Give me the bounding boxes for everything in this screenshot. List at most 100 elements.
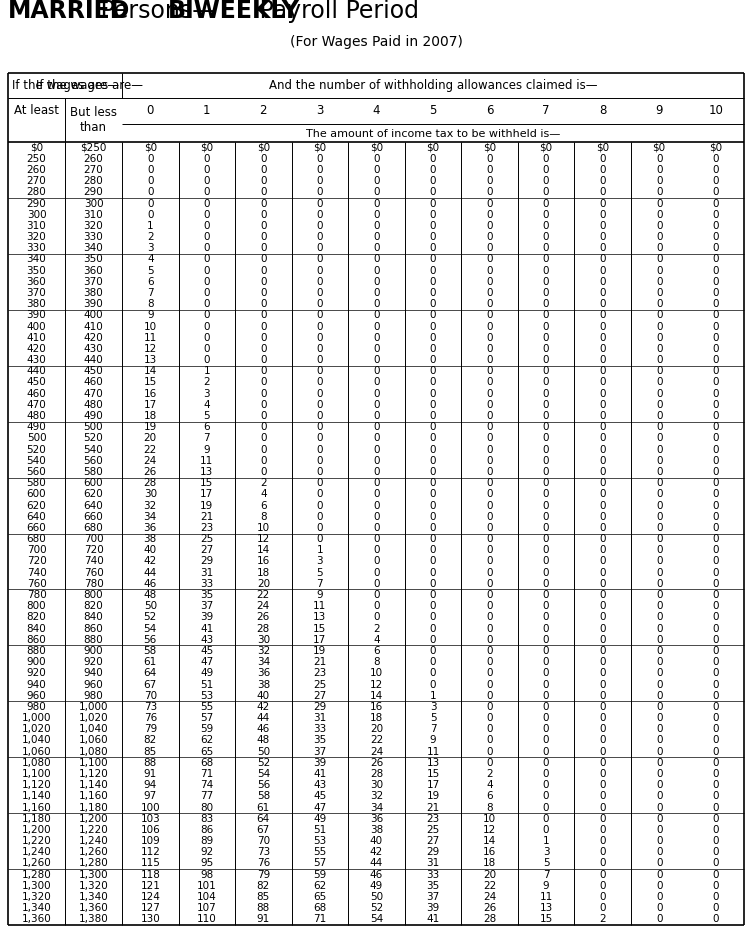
Text: 0: 0 — [373, 244, 380, 253]
Text: 7: 7 — [147, 288, 153, 298]
Text: 0: 0 — [712, 232, 719, 242]
Text: 450: 450 — [26, 378, 47, 387]
Text: 0: 0 — [543, 378, 550, 387]
Text: 62: 62 — [200, 735, 214, 745]
Text: 27: 27 — [314, 690, 326, 701]
Text: 0: 0 — [317, 411, 323, 421]
Text: 1: 1 — [429, 690, 436, 701]
Text: 740: 740 — [83, 556, 103, 566]
Text: 0: 0 — [656, 556, 663, 566]
Text: 0: 0 — [656, 500, 663, 510]
Text: 0: 0 — [487, 210, 493, 219]
Text: 0: 0 — [373, 311, 380, 320]
Text: 0: 0 — [260, 411, 267, 421]
Text: 0: 0 — [656, 746, 663, 757]
Text: 0: 0 — [543, 489, 550, 499]
Text: 32: 32 — [370, 791, 383, 801]
Text: $0: $0 — [539, 143, 553, 153]
Text: 18: 18 — [483, 858, 496, 869]
Text: 0: 0 — [317, 500, 323, 510]
Text: 0: 0 — [712, 411, 719, 421]
Text: 680: 680 — [83, 522, 103, 533]
Text: 0: 0 — [712, 847, 719, 857]
Text: 1,280: 1,280 — [79, 858, 108, 869]
Text: 17: 17 — [200, 489, 214, 499]
Text: 0: 0 — [317, 522, 323, 533]
Text: 0: 0 — [599, 277, 606, 286]
Text: 260: 260 — [83, 154, 103, 164]
Text: 0: 0 — [656, 299, 663, 309]
Text: 0: 0 — [429, 176, 436, 187]
Text: 0: 0 — [656, 858, 663, 869]
Text: 0: 0 — [373, 299, 380, 309]
Text: 21: 21 — [200, 511, 214, 522]
Text: 54: 54 — [144, 623, 157, 634]
Text: $0: $0 — [144, 143, 157, 153]
Text: 0: 0 — [429, 456, 436, 466]
Text: 0: 0 — [656, 423, 663, 432]
Text: 0: 0 — [373, 545, 380, 555]
Text: 17: 17 — [314, 634, 326, 645]
Text: 0: 0 — [487, 288, 493, 298]
Text: 101: 101 — [197, 881, 217, 891]
Text: 0: 0 — [712, 355, 719, 365]
Text: 6: 6 — [147, 277, 153, 286]
Text: 0: 0 — [487, 567, 493, 578]
Text: 0: 0 — [656, 199, 663, 208]
Text: 0: 0 — [429, 534, 436, 544]
Text: 0: 0 — [712, 814, 719, 824]
Text: 0: 0 — [429, 423, 436, 432]
Text: 110: 110 — [197, 914, 217, 925]
Text: 0: 0 — [712, 389, 719, 398]
Text: 0: 0 — [487, 534, 493, 544]
Text: 42: 42 — [144, 556, 157, 566]
Text: 0: 0 — [429, 266, 436, 275]
Text: 0: 0 — [656, 221, 663, 230]
Text: 42: 42 — [256, 702, 270, 712]
Text: 28: 28 — [483, 914, 496, 925]
Text: 0: 0 — [543, 165, 550, 175]
Text: 0: 0 — [712, 199, 719, 208]
Text: 127: 127 — [141, 903, 160, 913]
Text: 18: 18 — [144, 411, 157, 421]
Text: 97: 97 — [144, 791, 157, 801]
Text: 26: 26 — [144, 467, 157, 477]
Text: 0: 0 — [487, 456, 493, 466]
Text: 0: 0 — [543, 802, 550, 813]
Text: 0: 0 — [712, 545, 719, 555]
Text: 26: 26 — [256, 612, 270, 622]
Text: 1,000: 1,000 — [22, 713, 51, 723]
Text: 520: 520 — [83, 434, 103, 443]
Text: 330: 330 — [83, 232, 103, 242]
Text: 460: 460 — [83, 378, 103, 387]
Text: 29: 29 — [314, 702, 326, 712]
Text: 0: 0 — [656, 601, 663, 611]
Text: 0: 0 — [543, 679, 550, 689]
Text: 0: 0 — [656, 378, 663, 387]
Text: 13: 13 — [539, 903, 553, 913]
Text: 0: 0 — [487, 299, 493, 309]
Text: 9: 9 — [656, 104, 663, 118]
Text: 0: 0 — [204, 344, 210, 354]
Text: 0: 0 — [487, 445, 493, 454]
Text: 0: 0 — [543, 479, 550, 488]
Text: 0: 0 — [599, 690, 606, 701]
Text: 0: 0 — [656, 791, 663, 801]
Text: 3: 3 — [317, 556, 323, 566]
Text: 30: 30 — [370, 780, 383, 790]
Text: 460: 460 — [26, 389, 47, 398]
Text: 720: 720 — [83, 545, 103, 555]
Text: 840: 840 — [83, 612, 103, 622]
Text: 0: 0 — [429, 165, 436, 175]
Text: 560: 560 — [83, 456, 103, 466]
Text: 0: 0 — [487, 188, 493, 198]
Text: 480: 480 — [26, 411, 47, 421]
Text: 0: 0 — [599, 400, 606, 410]
Text: 53: 53 — [314, 836, 326, 846]
Text: 49: 49 — [314, 814, 326, 824]
Text: 340: 340 — [83, 244, 103, 253]
Text: 0: 0 — [712, 489, 719, 499]
Text: 0: 0 — [260, 434, 267, 443]
Text: 0: 0 — [429, 646, 436, 656]
Text: 0: 0 — [373, 255, 380, 264]
